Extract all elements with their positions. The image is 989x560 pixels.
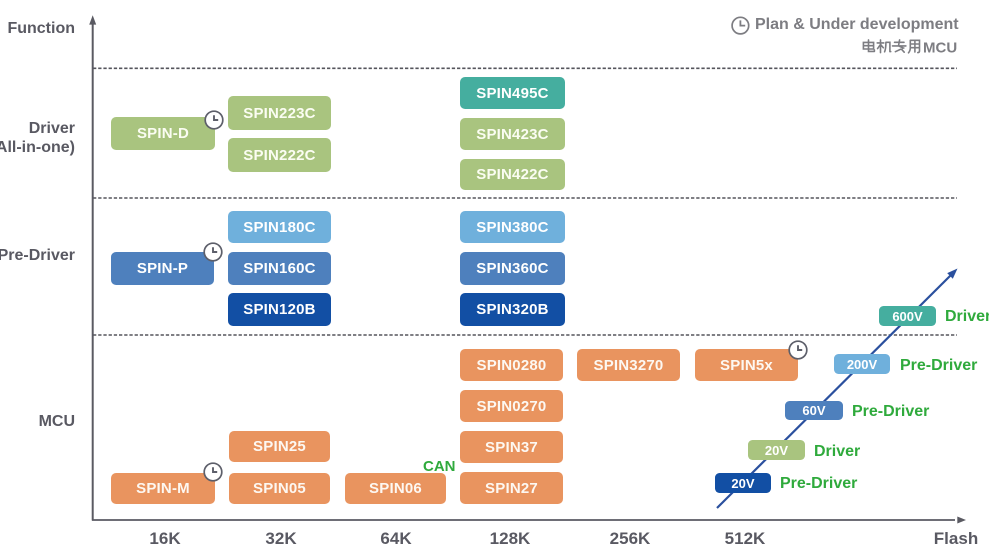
- svg-text:MCU: MCU: [923, 39, 957, 56]
